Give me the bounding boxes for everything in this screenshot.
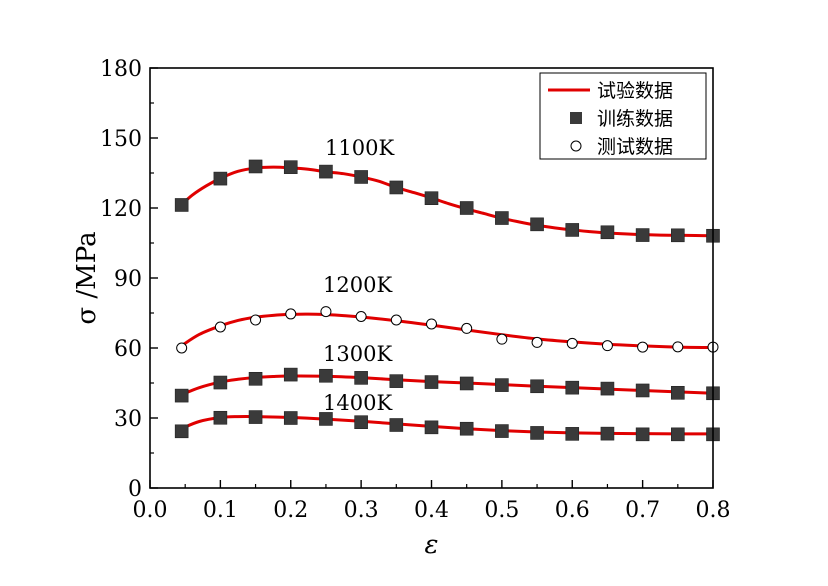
point-1300k-8 (459, 376, 474, 391)
point-1100k-2 (248, 159, 263, 174)
point-1100k-4 (319, 164, 333, 179)
point-1300k-1 (213, 375, 228, 390)
point-1300k-0 (174, 388, 189, 403)
point-1300k-14 (671, 385, 685, 400)
point-1100k-6 (389, 180, 404, 195)
series-label-1400k: 1400K (323, 391, 392, 415)
point-1300k-12 (600, 381, 615, 396)
point-1200k-11 (566, 337, 578, 349)
point-1400k-12 (600, 426, 615, 441)
point-1100k-12 (600, 225, 615, 240)
x-tick-label-2: 0.2 (273, 498, 308, 523)
x-axis-label: ε (425, 530, 439, 560)
point-1200k-9 (496, 333, 508, 345)
point-1100k-1 (213, 171, 228, 186)
point-1100k-13 (635, 228, 650, 242)
point-1400k-5 (354, 415, 368, 430)
point-1100k-10 (530, 217, 544, 232)
legend-label-2: 测试数据 (597, 136, 673, 158)
curve-1100k (180, 165, 715, 238)
point-1300k-13 (635, 383, 650, 398)
y-tick-label-6: 180 (100, 57, 142, 82)
point-1300k-3 (283, 367, 298, 382)
legend-symbol-2 (570, 140, 582, 152)
point-1100k-3 (283, 160, 298, 174)
x-tick-label-1: 0.1 (203, 498, 238, 523)
point-1400k-13 (635, 427, 650, 442)
point-1200k-7 (426, 318, 437, 330)
point-1400k-4 (319, 412, 333, 426)
point-1400k-6 (389, 418, 404, 432)
point-1100k-11 (565, 223, 580, 237)
point-1400k-10 (530, 426, 544, 440)
point-1300k-5 (354, 371, 368, 385)
point-1400k-14 (671, 427, 685, 442)
point-1400k-3 (283, 411, 298, 425)
x-tick-label-5: 0.5 (484, 498, 519, 523)
point-1100k-8 (459, 201, 474, 215)
y-tick-label-3: 90 (114, 267, 142, 292)
point-1200k-2 (250, 314, 262, 326)
x-tick-label-7: 0.7 (625, 498, 660, 523)
legend-symbol-1 (570, 112, 582, 124)
y-tick-label-5: 150 (100, 127, 142, 152)
point-1100k-5 (354, 170, 368, 184)
x-tick-label-3: 0.3 (344, 498, 379, 523)
point-1200k-3 (285, 308, 297, 320)
markers-layer (174, 159, 720, 442)
point-1400k-1 (213, 410, 228, 425)
legend-label-1: 训练数据 (597, 108, 673, 130)
point-1200k-13 (637, 341, 649, 353)
point-1200k-14 (672, 341, 684, 353)
point-1200k-4 (320, 306, 332, 318)
point-1300k-10 (530, 379, 544, 394)
point-1400k-2 (248, 410, 263, 424)
point-1200k-6 (390, 314, 402, 326)
point-1300k-6 (389, 374, 404, 388)
point-1100k-14 (671, 228, 685, 243)
point-1400k-7 (424, 420, 439, 435)
y-tick-label-2: 60 (114, 337, 142, 362)
legend-label-0: 试验数据 (597, 80, 673, 102)
point-1200k-8 (461, 322, 473, 334)
series-label-1300k: 1300K (323, 342, 392, 366)
series-label-1100k: 1100K (325, 136, 394, 160)
y-axis-label: σ /MPa (72, 231, 102, 324)
point-1100k-0 (174, 198, 189, 212)
series-label-1200k: 1200K (323, 273, 392, 297)
point-1200k-0 (176, 342, 188, 354)
point-1400k-0 (174, 424, 189, 439)
point-1300k-7 (424, 375, 439, 389)
point-1400k-8 (459, 421, 474, 436)
point-1300k-11 (565, 380, 580, 395)
point-1100k-9 (495, 211, 509, 225)
y-tick-label-4: 120 (100, 197, 142, 222)
legend-box (539, 72, 707, 160)
y-tick-label-1: 30 (114, 407, 142, 432)
point-1300k-2 (248, 371, 263, 386)
point-1200k-10 (531, 336, 543, 348)
x-tick-label-0: 0.0 (133, 498, 168, 523)
point-1300k-4 (319, 368, 333, 383)
x-tick-label-4: 0.4 (414, 498, 449, 523)
point-1200k-12 (601, 340, 613, 352)
point-1100k-7 (424, 191, 439, 205)
point-1200k-1 (214, 321, 226, 333)
ticks-layer: 0.0 0.1 0.2 0.3 0.4 0.5 0.6 0.7 0.8 0 30 60 90 120 150… (100, 57, 731, 523)
x-tick-label-6: 0.6 (555, 498, 590, 523)
y-tick-label-0: 0 (128, 477, 142, 502)
series-label-layer: 1100K 1200K 1300K 1400K (323, 136, 394, 415)
curve-1200k (180, 312, 715, 350)
point-1400k-11 (565, 427, 580, 441)
curves-layer (180, 165, 715, 436)
point-1200k-5 (355, 311, 367, 322)
x-tick-label-8: 0.8 (696, 498, 731, 523)
point-1300k-9 (495, 378, 509, 392)
point-1400k-9 (495, 424, 509, 438)
